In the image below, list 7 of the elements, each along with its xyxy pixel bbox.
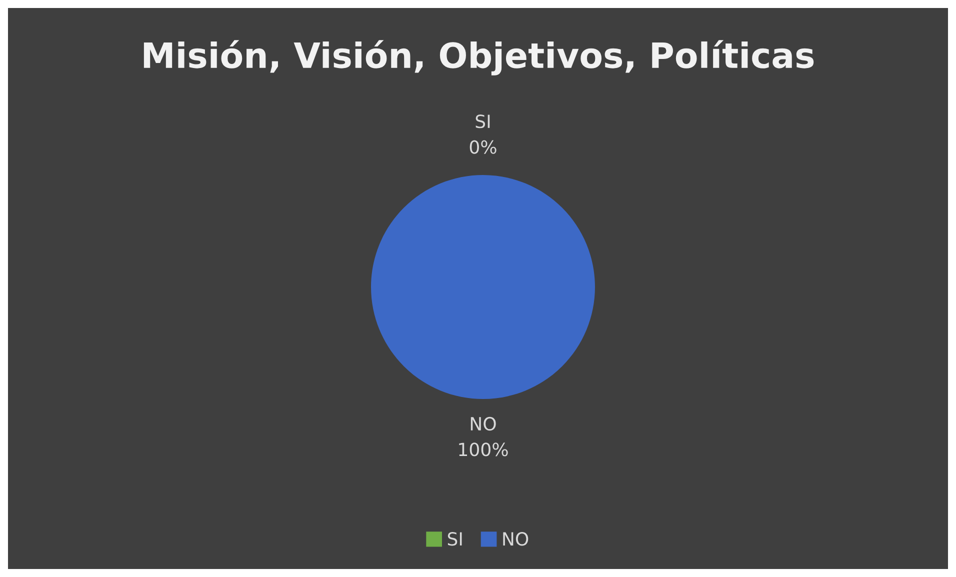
chart-title: Misión, Visión, Objetivos, Políticas xyxy=(144,40,814,76)
slice-label: NO xyxy=(470,416,496,431)
legend-label: SI xyxy=(448,532,462,546)
category-label: SI xyxy=(476,114,490,128)
data-label: 100% xyxy=(459,442,508,456)
text: 0% xyxy=(470,140,496,154)
legend-label: NO xyxy=(503,532,528,546)
